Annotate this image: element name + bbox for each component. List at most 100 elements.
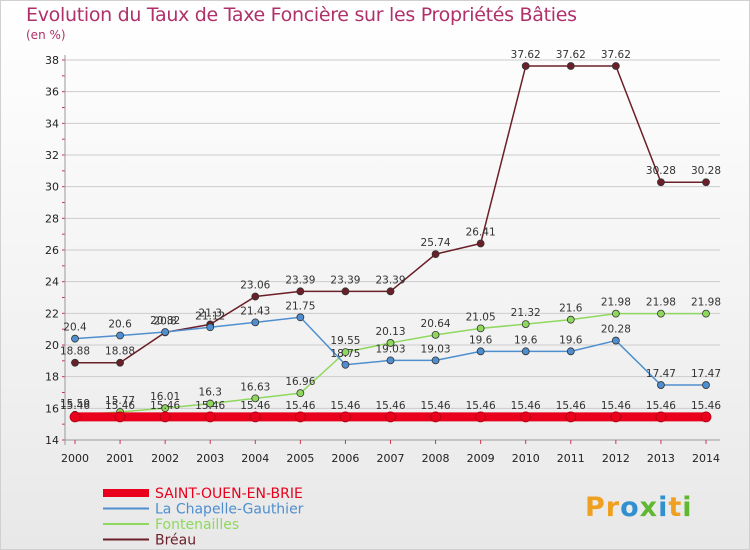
- data-point: [251, 318, 260, 327]
- data-label: 15.46: [375, 400, 405, 412]
- data-point: [249, 411, 261, 423]
- data-point: [71, 334, 79, 343]
- data-label: 19.6: [514, 334, 538, 346]
- data-label: 26.41: [466, 227, 496, 239]
- data-label: 19.55: [330, 335, 360, 347]
- data-point: [521, 347, 530, 356]
- data-label: 37.62: [511, 49, 541, 61]
- data-label: 19.6: [559, 334, 583, 346]
- data-point: [476, 239, 485, 248]
- data-point: [431, 330, 440, 339]
- data-label: 20.6: [108, 319, 132, 331]
- legend-entry: Bréau: [155, 533, 196, 549]
- x-tick-label: 2003: [196, 452, 224, 465]
- data-label: 17.47: [646, 368, 676, 380]
- data-label: 25.74: [421, 237, 451, 249]
- data-point: [611, 309, 620, 318]
- data-point: [610, 411, 622, 423]
- data-label: 15.46: [330, 400, 360, 412]
- data-point: [565, 411, 577, 423]
- data-point: [386, 339, 395, 347]
- data-point: [566, 347, 575, 356]
- data-label: 15.59: [60, 398, 90, 410]
- data-label: 15.46: [105, 400, 135, 412]
- data-point: [476, 347, 485, 356]
- data-label: 15.46: [285, 400, 315, 412]
- data-label: 21.6: [559, 303, 583, 315]
- data-point: [475, 411, 487, 423]
- data-point: [702, 309, 710, 318]
- data-label: 21.05: [466, 311, 496, 323]
- data-point: [657, 381, 665, 389]
- data-point: [296, 287, 305, 296]
- y-tick-label: 16: [45, 402, 59, 415]
- data-label: 20.13: [375, 326, 405, 338]
- data-point: [114, 411, 126, 423]
- y-tick-label: 26: [45, 244, 59, 257]
- x-tick-label: 2012: [602, 452, 630, 465]
- data-label: 21.98: [691, 297, 721, 309]
- y-tick-label: 34: [45, 117, 59, 130]
- data-label: 18.88: [60, 346, 90, 358]
- data-point: [702, 381, 710, 389]
- data-label: 15.77: [105, 395, 135, 407]
- data-label: 15.46: [511, 400, 541, 412]
- x-tick-label: 2000: [61, 452, 89, 465]
- data-label: 15.46: [195, 400, 225, 412]
- data-point: [566, 62, 575, 70]
- data-point: [385, 411, 396, 423]
- y-tick-label: 20: [45, 339, 59, 352]
- data-label: 20.8: [153, 315, 176, 327]
- data-label: 21.43: [240, 305, 270, 317]
- chart-title: Evolution du Taux de Taxe Foncière sur l…: [26, 4, 577, 26]
- x-tick-label: 2005: [286, 452, 314, 465]
- x-tick-label: 2008: [422, 452, 450, 465]
- x-tick-label: 2010: [512, 452, 540, 465]
- y-tick-label: 24: [45, 276, 59, 289]
- data-point: [206, 399, 215, 408]
- data-point: [431, 356, 440, 365]
- data-label: 20.28: [601, 324, 631, 336]
- data-point: [296, 389, 305, 398]
- data-point: [611, 336, 620, 345]
- y-tick-label: 14: [45, 434, 59, 447]
- data-point: [521, 320, 530, 329]
- data-label: 15.46: [556, 400, 586, 412]
- data-label: 16.3: [199, 387, 222, 399]
- data-label: 37.62: [601, 49, 631, 61]
- data-point: [520, 411, 532, 423]
- data-label: 20.4: [63, 322, 87, 334]
- y-tick-label: 22: [45, 307, 59, 320]
- legend-entry: SAINT-OUEN-EN-BRIE: [155, 486, 303, 502]
- data-label: 20.82: [150, 315, 180, 327]
- x-tick-label: 2011: [557, 452, 585, 465]
- data-label: 30.28: [646, 165, 676, 177]
- data-point: [521, 62, 530, 70]
- data-point: [657, 178, 665, 187]
- data-label: 16.63: [240, 381, 270, 393]
- data-point: [251, 394, 260, 403]
- proxiti-logo-icon: Proxiti: [585, 492, 693, 523]
- data-point: [611, 62, 620, 70]
- data-label: 15.46: [601, 400, 631, 412]
- data-label: 21.75: [285, 300, 315, 312]
- data-label: 21.32: [511, 307, 541, 319]
- y-axis-unit: (en %): [26, 28, 66, 42]
- data-label: 15.46: [60, 400, 90, 412]
- data-label: 17.47: [691, 368, 721, 380]
- data-point: [206, 323, 215, 332]
- data-point: [251, 292, 260, 301]
- legend-entry: La Chapelle-Gauthier: [155, 502, 304, 518]
- data-point: [294, 411, 306, 423]
- y-tick-label: 38: [45, 54, 59, 67]
- x-tick-label: 2013: [647, 452, 675, 465]
- x-tick-label: 2006: [331, 452, 359, 465]
- data-point: [204, 411, 216, 423]
- data-label: 21.98: [646, 297, 676, 309]
- x-tick-label: 2009: [467, 452, 495, 465]
- data-label: 15.46: [150, 400, 180, 412]
- data-label: 15.46: [691, 400, 721, 412]
- y-tick-label: 32: [45, 149, 59, 162]
- data-label: 19.6: [469, 334, 493, 346]
